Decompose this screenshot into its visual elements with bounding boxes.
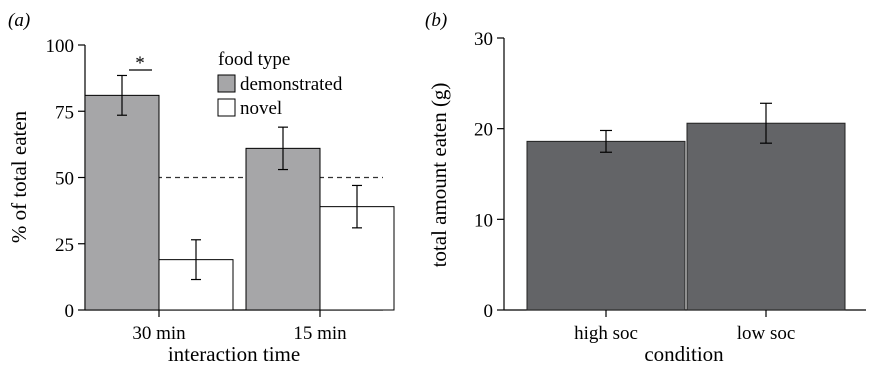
panel-b-x-ticks: high soc low soc (574, 310, 795, 344)
panel-b: (b) total amount eaten (g) condition 0 10… (425, 10, 866, 366)
panel-b-label: (b) (425, 10, 447, 31)
y-tick-label: 0 (484, 301, 494, 322)
legend-swatch-novel (217, 98, 236, 117)
y-tick-label: 0 (65, 301, 75, 322)
legend-label-demonstrated: demonstrated (240, 74, 343, 95)
bar-demonstrated-15-min (245, 147, 321, 311)
panel-a-y-label: % of total eaten (7, 110, 31, 243)
bar-low-soc (686, 122, 846, 311)
x-tick-label: high soc (574, 323, 638, 344)
x-tick-label: low soc (737, 323, 796, 344)
y-tick-label: 75 (55, 102, 74, 123)
significance-marker: * (135, 53, 145, 74)
panel-a-label: (a) (8, 10, 30, 31)
panel-a-x-ticks: 30 min 15 min (132, 310, 347, 344)
panel-a-x-label: interaction time (168, 342, 300, 366)
panel-a-bars (84, 74, 395, 311)
legend: food type demonstrated novel (217, 49, 343, 119)
y-tick-label: 50 (55, 169, 74, 190)
y-tick-label: 25 (55, 235, 74, 256)
x-tick-label: 30 min (132, 323, 186, 344)
legend-swatch-demonstrated (217, 74, 236, 93)
x-tick-label: 15 min (293, 323, 347, 344)
y-tick-label: 30 (474, 29, 493, 50)
panel-b-y-label: total amount eaten (g) (427, 83, 451, 268)
panel-b-bars (526, 102, 846, 311)
y-tick-label: 10 (474, 210, 493, 231)
legend-title: food type (218, 49, 290, 70)
panel-a-y-ticks: 0 25 50 75 100 (46, 36, 85, 322)
bar-demonstrated-30-min (84, 94, 160, 311)
panel-b-y-ticks: 0 10 20 30 (474, 29, 504, 322)
panel-a: (a) % of total eaten interaction time 0 2… (7, 10, 395, 366)
panel-b-x-label: condition (644, 342, 724, 366)
y-tick-label: 20 (474, 120, 493, 141)
bar-high-soc (526, 140, 686, 311)
y-tick-label: 100 (46, 36, 75, 57)
legend-label-novel: novel (240, 98, 282, 119)
